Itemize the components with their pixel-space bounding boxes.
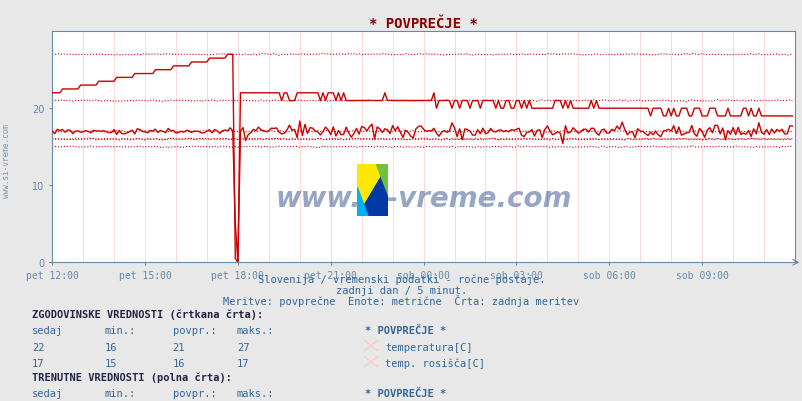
Text: sedaj: sedaj [32,388,63,398]
Text: maks.:: maks.: [237,326,274,336]
Text: temperatura[C]: temperatura[C] [385,342,472,352]
Polygon shape [357,164,387,217]
Text: * POVPREČJE *: * POVPREČJE * [365,326,446,336]
Text: www.si-vreme.com: www.si-vreme.com [2,124,11,197]
Text: 15: 15 [104,358,117,368]
Text: 17: 17 [32,358,45,368]
Text: ZGODOVINSKE VREDNOSTI (črtkana črta):: ZGODOVINSKE VREDNOSTI (črtkana črta): [32,309,263,320]
Text: 27: 27 [237,342,249,352]
Text: povpr.:: povpr.: [172,326,216,336]
Polygon shape [375,164,387,196]
Text: 16: 16 [172,358,185,368]
Text: zadnji dan / 5 minut.: zadnji dan / 5 minut. [335,286,467,296]
Text: Meritve: povprečne  Enote: metrične  Črta: zadnja meritev: Meritve: povprečne Enote: metrične Črta:… [223,294,579,306]
Text: www.si-vreme.com: www.si-vreme.com [275,184,571,212]
Text: 21: 21 [172,342,185,352]
Text: 22: 22 [32,342,45,352]
Text: * POVPREČJE *: * POVPREČJE * [365,388,446,398]
Text: Slovenija / vremenski podatki - ročne postaje.: Slovenija / vremenski podatki - ročne po… [257,274,545,285]
Text: min.:: min.: [104,388,136,398]
Text: povpr.:: povpr.: [172,388,216,398]
Text: TRENUTNE VREDNOSTI (polna črta):: TRENUTNE VREDNOSTI (polna črta): [32,371,232,382]
Text: 16: 16 [104,342,117,352]
Text: sedaj: sedaj [32,326,63,336]
Title: * POVPREČJE *: * POVPREČJE * [369,17,477,31]
Text: temp. rosišča[C]: temp. rosišča[C] [385,357,485,368]
Polygon shape [357,164,387,217]
Polygon shape [357,188,367,217]
Text: 17: 17 [237,358,249,368]
Text: min.:: min.: [104,326,136,336]
Text: maks.:: maks.: [237,388,274,398]
